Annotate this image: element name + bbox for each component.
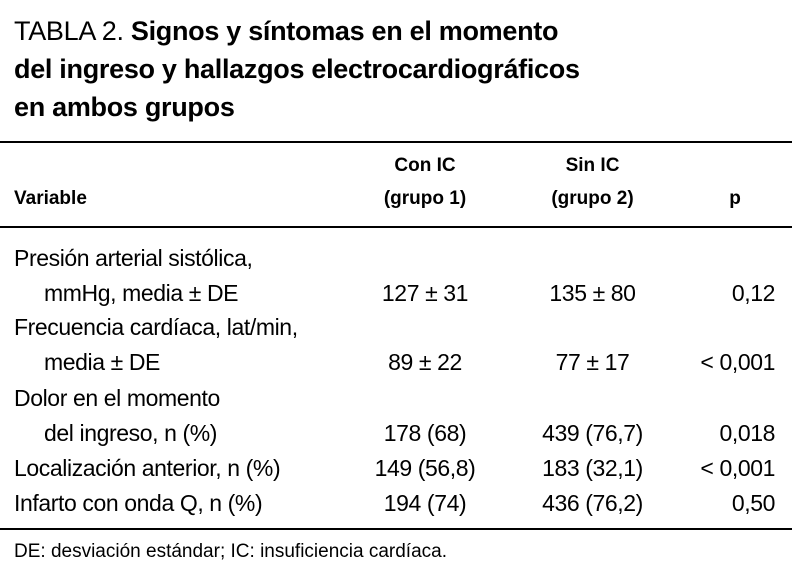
header-rule — [0, 226, 792, 228]
row-variable: Dolor en el momento — [14, 385, 220, 411]
header-p: p — [729, 188, 741, 209]
top-rule — [0, 141, 792, 143]
row-group2: 439 (76,7) — [542, 420, 643, 446]
header-group2-line: (grupo 2) — [551, 188, 634, 209]
row-variable: Frecuencia cardíaca, lat/min, — [14, 314, 298, 340]
title-line: del ingreso y hallazgos electrocardiográ… — [14, 54, 580, 84]
table-title: TABLA 2. Signos y síntomas en el momento… — [14, 12, 580, 126]
header-group2: Sin IC (grupo 2) — [515, 149, 670, 215]
row-group2: 135 ± 80 — [549, 280, 636, 306]
header-group1-line: Con IC — [394, 155, 456, 176]
row-p: 0,12 — [731, 280, 776, 306]
table-number: TABLA 2. — [14, 16, 124, 46]
row-variable: Infarto con onda Q, n (%) — [14, 490, 263, 516]
row-variable: del ingreso, n (%) — [44, 420, 218, 446]
row-p: 0,50 — [731, 490, 776, 516]
row-group1: 89 ± 22 — [388, 349, 462, 375]
row-variable: mmHg, media ± DE — [44, 280, 239, 306]
table-footnote: DE: desviación estándar; IC: insuficienc… — [14, 541, 447, 562]
row-group1: 194 (74) — [383, 490, 467, 516]
title-line: Signos y síntomas en el momento — [130, 16, 559, 46]
row-variable: Localización anterior, n (%) — [14, 455, 281, 481]
row-group1: 127 ± 31 — [381, 280, 469, 306]
title-line: en ambos grupos — [14, 92, 235, 122]
row-variable: Presión arterial sistólica, — [14, 245, 253, 271]
header-variable: Variable — [14, 188, 87, 209]
header-group1-line: (grupo 1) — [383, 188, 467, 209]
row-group2: 183 (32,1) — [542, 455, 643, 481]
row-group1: 149 (56,8) — [374, 455, 476, 481]
row-group2: 77 ± 17 — [555, 349, 630, 375]
row-group2: 436 (76,2) — [542, 490, 643, 516]
header-group2-line: Sin IC — [565, 155, 620, 176]
row-p: 0,018 — [719, 420, 775, 446]
row-group1: 178 (68) — [383, 420, 467, 446]
row-p: < 0,001 — [700, 349, 775, 375]
row-variable: media ± DE — [44, 349, 160, 375]
bottom-rule — [0, 528, 792, 530]
row-p: < 0,001 — [700, 455, 775, 481]
header-group1: Con IC (grupo 1) — [350, 149, 500, 215]
